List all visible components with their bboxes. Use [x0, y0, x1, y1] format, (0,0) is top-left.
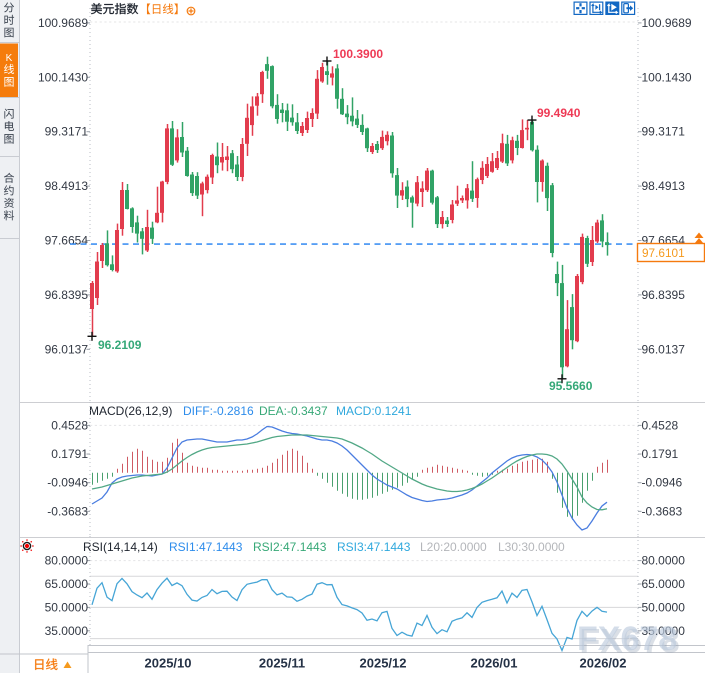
svg-text:DIFF:-0.2816: DIFF:-0.2816 [183, 404, 254, 418]
svg-text:97.6101: 97.6101 [642, 246, 685, 260]
svg-text:100.3900: 100.3900 [333, 47, 383, 61]
svg-text:98.4913: 98.4913 [642, 179, 686, 193]
svg-text:MACD(26,12,9): MACD(26,12,9) [89, 404, 172, 418]
svg-text:96.0137: 96.0137 [45, 342, 89, 356]
svg-text:98.4913: 98.4913 [45, 179, 89, 193]
svg-text:MACD:0.1241: MACD:0.1241 [336, 404, 412, 418]
svg-text:65.0000: 65.0000 [45, 577, 89, 591]
svg-text:50.0000: 50.0000 [45, 600, 89, 614]
svg-text:99.4940: 99.4940 [537, 106, 581, 120]
svg-text:0.4528: 0.4528 [51, 418, 88, 432]
svg-text:96.2109: 96.2109 [98, 338, 142, 352]
svg-text:2026/02: 2026/02 [580, 656, 627, 671]
svg-text:RSI2:47.1443: RSI2:47.1443 [253, 540, 327, 554]
svg-text:96.0137: 96.0137 [642, 342, 686, 356]
svg-text:35.0000: 35.0000 [642, 624, 686, 638]
svg-text:FX678: FX678 [580, 623, 680, 661]
svg-text:2025/10: 2025/10 [145, 656, 192, 671]
svg-text:50.0000: 50.0000 [642, 600, 686, 614]
svg-text:0.4528: 0.4528 [642, 418, 679, 432]
svg-text:RSI1:47.1443: RSI1:47.1443 [169, 540, 243, 554]
svg-text:FX678: FX678 [577, 620, 677, 658]
svg-text:96.8395: 96.8395 [45, 288, 89, 302]
svg-text:100.9689: 100.9689 [642, 16, 692, 30]
svg-text:2026/01: 2026/01 [471, 656, 518, 671]
svg-text:65.0000: 65.0000 [642, 577, 686, 591]
svg-text:DEA:-0.3437: DEA:-0.3437 [259, 404, 328, 418]
svg-text:99.3171: 99.3171 [642, 125, 686, 139]
svg-text:L30:30.0000: L30:30.0000 [498, 540, 565, 554]
svg-text:99.3171: 99.3171 [45, 125, 89, 139]
svg-text:RSI3:47.1443: RSI3:47.1443 [337, 540, 411, 554]
svg-text:0.1791: 0.1791 [642, 447, 679, 461]
svg-text:-0.3683: -0.3683 [642, 504, 683, 518]
svg-text:100.1430: 100.1430 [38, 70, 88, 84]
svg-text:-0.0946: -0.0946 [642, 476, 683, 490]
svg-text:2025/12: 2025/12 [360, 656, 407, 671]
svg-text:95.5660: 95.5660 [549, 379, 593, 393]
svg-text:96.8395: 96.8395 [642, 288, 686, 302]
svg-text:L20:20.0000: L20:20.0000 [420, 540, 487, 554]
svg-text:RSI(14,14,14): RSI(14,14,14) [83, 540, 158, 554]
svg-text:0.1791: 0.1791 [51, 447, 88, 461]
svg-text:80.0000: 80.0000 [642, 554, 686, 568]
svg-text:K: K [6, 53, 13, 64]
svg-text:100.1430: 100.1430 [642, 70, 692, 84]
svg-text:100.9689: 100.9689 [38, 16, 88, 30]
svg-text:-0.0946: -0.0946 [47, 476, 88, 490]
svg-text:97.6654: 97.6654 [45, 234, 89, 248]
svg-text:-0.3683: -0.3683 [47, 504, 88, 518]
svg-text:35.0000: 35.0000 [45, 624, 89, 638]
svg-text:2025/11: 2025/11 [259, 656, 305, 671]
svg-text:80.0000: 80.0000 [45, 554, 89, 568]
